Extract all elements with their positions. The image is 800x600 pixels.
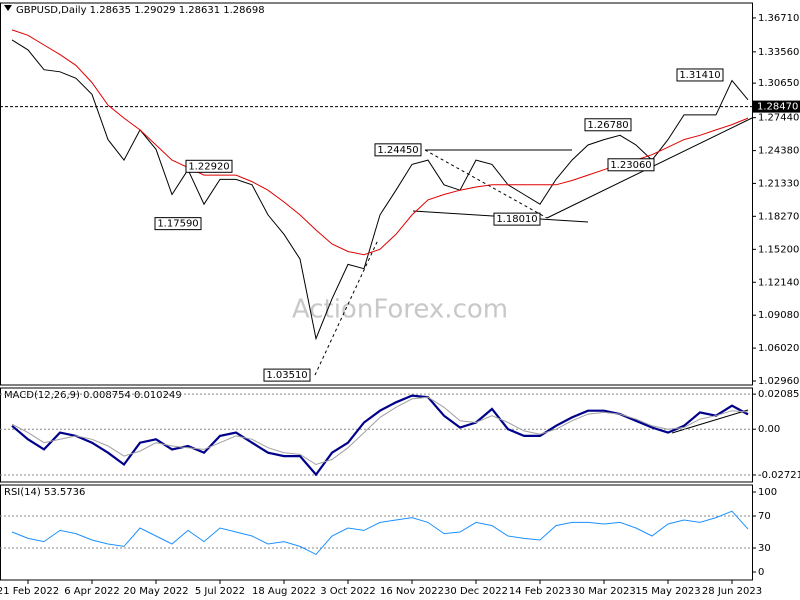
x-tick-label: 28 Jun 2023 [702,586,762,597]
y-tick-label: 1.30650 [758,78,799,89]
x-tick-label: 14 Feb 2023 [509,586,571,597]
annotation-label: 1.23060 [610,160,651,171]
y-tick-label: 30 [758,543,771,554]
watermark: ActionForex.com [292,295,508,325]
y-tick-label: 70 [758,511,771,522]
annotation-label: 1.26780 [587,120,628,131]
x-tick-label: 21 Feb 2022 [0,586,59,597]
x-tick-label: 30 Dec 2022 [444,586,508,597]
panel-title: RSI(14) 53.5736 [4,487,85,498]
annotation-box [185,159,233,173]
panel-title: MACD(12,26,9) 0.008754 0.010249 [4,390,182,401]
y-tick-label: 0 [758,567,764,578]
annotation-box [374,143,422,157]
x-tick-label: 20 May 2022 [123,586,188,597]
annotation-box [263,368,311,382]
panel-frame [0,2,753,386]
last-price-box [753,100,800,113]
annotation-label: 1.18010 [496,214,537,225]
panel-frame [0,484,753,581]
y-tick-label: 0.00 [758,424,780,435]
annotation-box [584,118,632,132]
y-tick-label: 1.15200 [758,244,799,255]
annotation-label: 1.03510 [266,370,307,381]
series-line [11,394,749,477]
x-tick-label: 16 Nov 2022 [380,586,444,597]
last-price-label: 1.28470 [757,102,798,113]
x-tick-label: 5 Jul 2022 [195,586,245,597]
y-tick-label: 1.18270 [758,211,799,222]
panel-frame [0,387,753,483]
y-tick-label: 1.36710 [758,13,799,24]
series-line [11,39,749,341]
trendline [314,239,379,376]
annotation-box [607,158,655,172]
y-tick-label: 100 [758,487,777,498]
y-tick-label: 1.24380 [758,146,799,157]
annotation-box [676,68,724,82]
x-tick-label: 15 May 2023 [635,586,700,597]
y-tick-label: 1.21330 [758,178,799,189]
y-tick-label: -0.027213 [758,470,800,481]
annotation-box [493,212,541,226]
x-tick-label: 30 Mar 2023 [572,586,635,597]
y-tick-label: 1.12140 [758,277,799,288]
x-tick-label: 3 Oct 2022 [320,586,375,597]
y-tick-label: 1.27440 [758,113,799,124]
y-tick-label: 1.33560 [758,47,799,58]
series-line [11,396,749,466]
annotation-label: 1.31410 [679,70,720,81]
x-tick-label: 18 Aug 2022 [252,586,316,597]
y-tick-label: 0.020858 [758,389,800,400]
x-tick-label: 6 Apr 2022 [64,586,119,597]
annotation-label: 1.22920 [188,161,229,172]
y-tick-label: 1.09080 [758,310,799,321]
panel-title: GBPUSD,Daily 1.28635 1.29029 1.28631 1.2… [16,5,265,16]
annotation-label: 1.17590 [157,219,198,230]
annotation-label: 1.24450 [377,145,418,156]
y-tick-label: 1.02960 [758,376,799,387]
trendline [424,149,548,219]
annotation-box [154,217,202,231]
y-tick-label: 1.06020 [758,343,799,354]
series-line [11,510,749,556]
menu-icon [4,5,12,11]
